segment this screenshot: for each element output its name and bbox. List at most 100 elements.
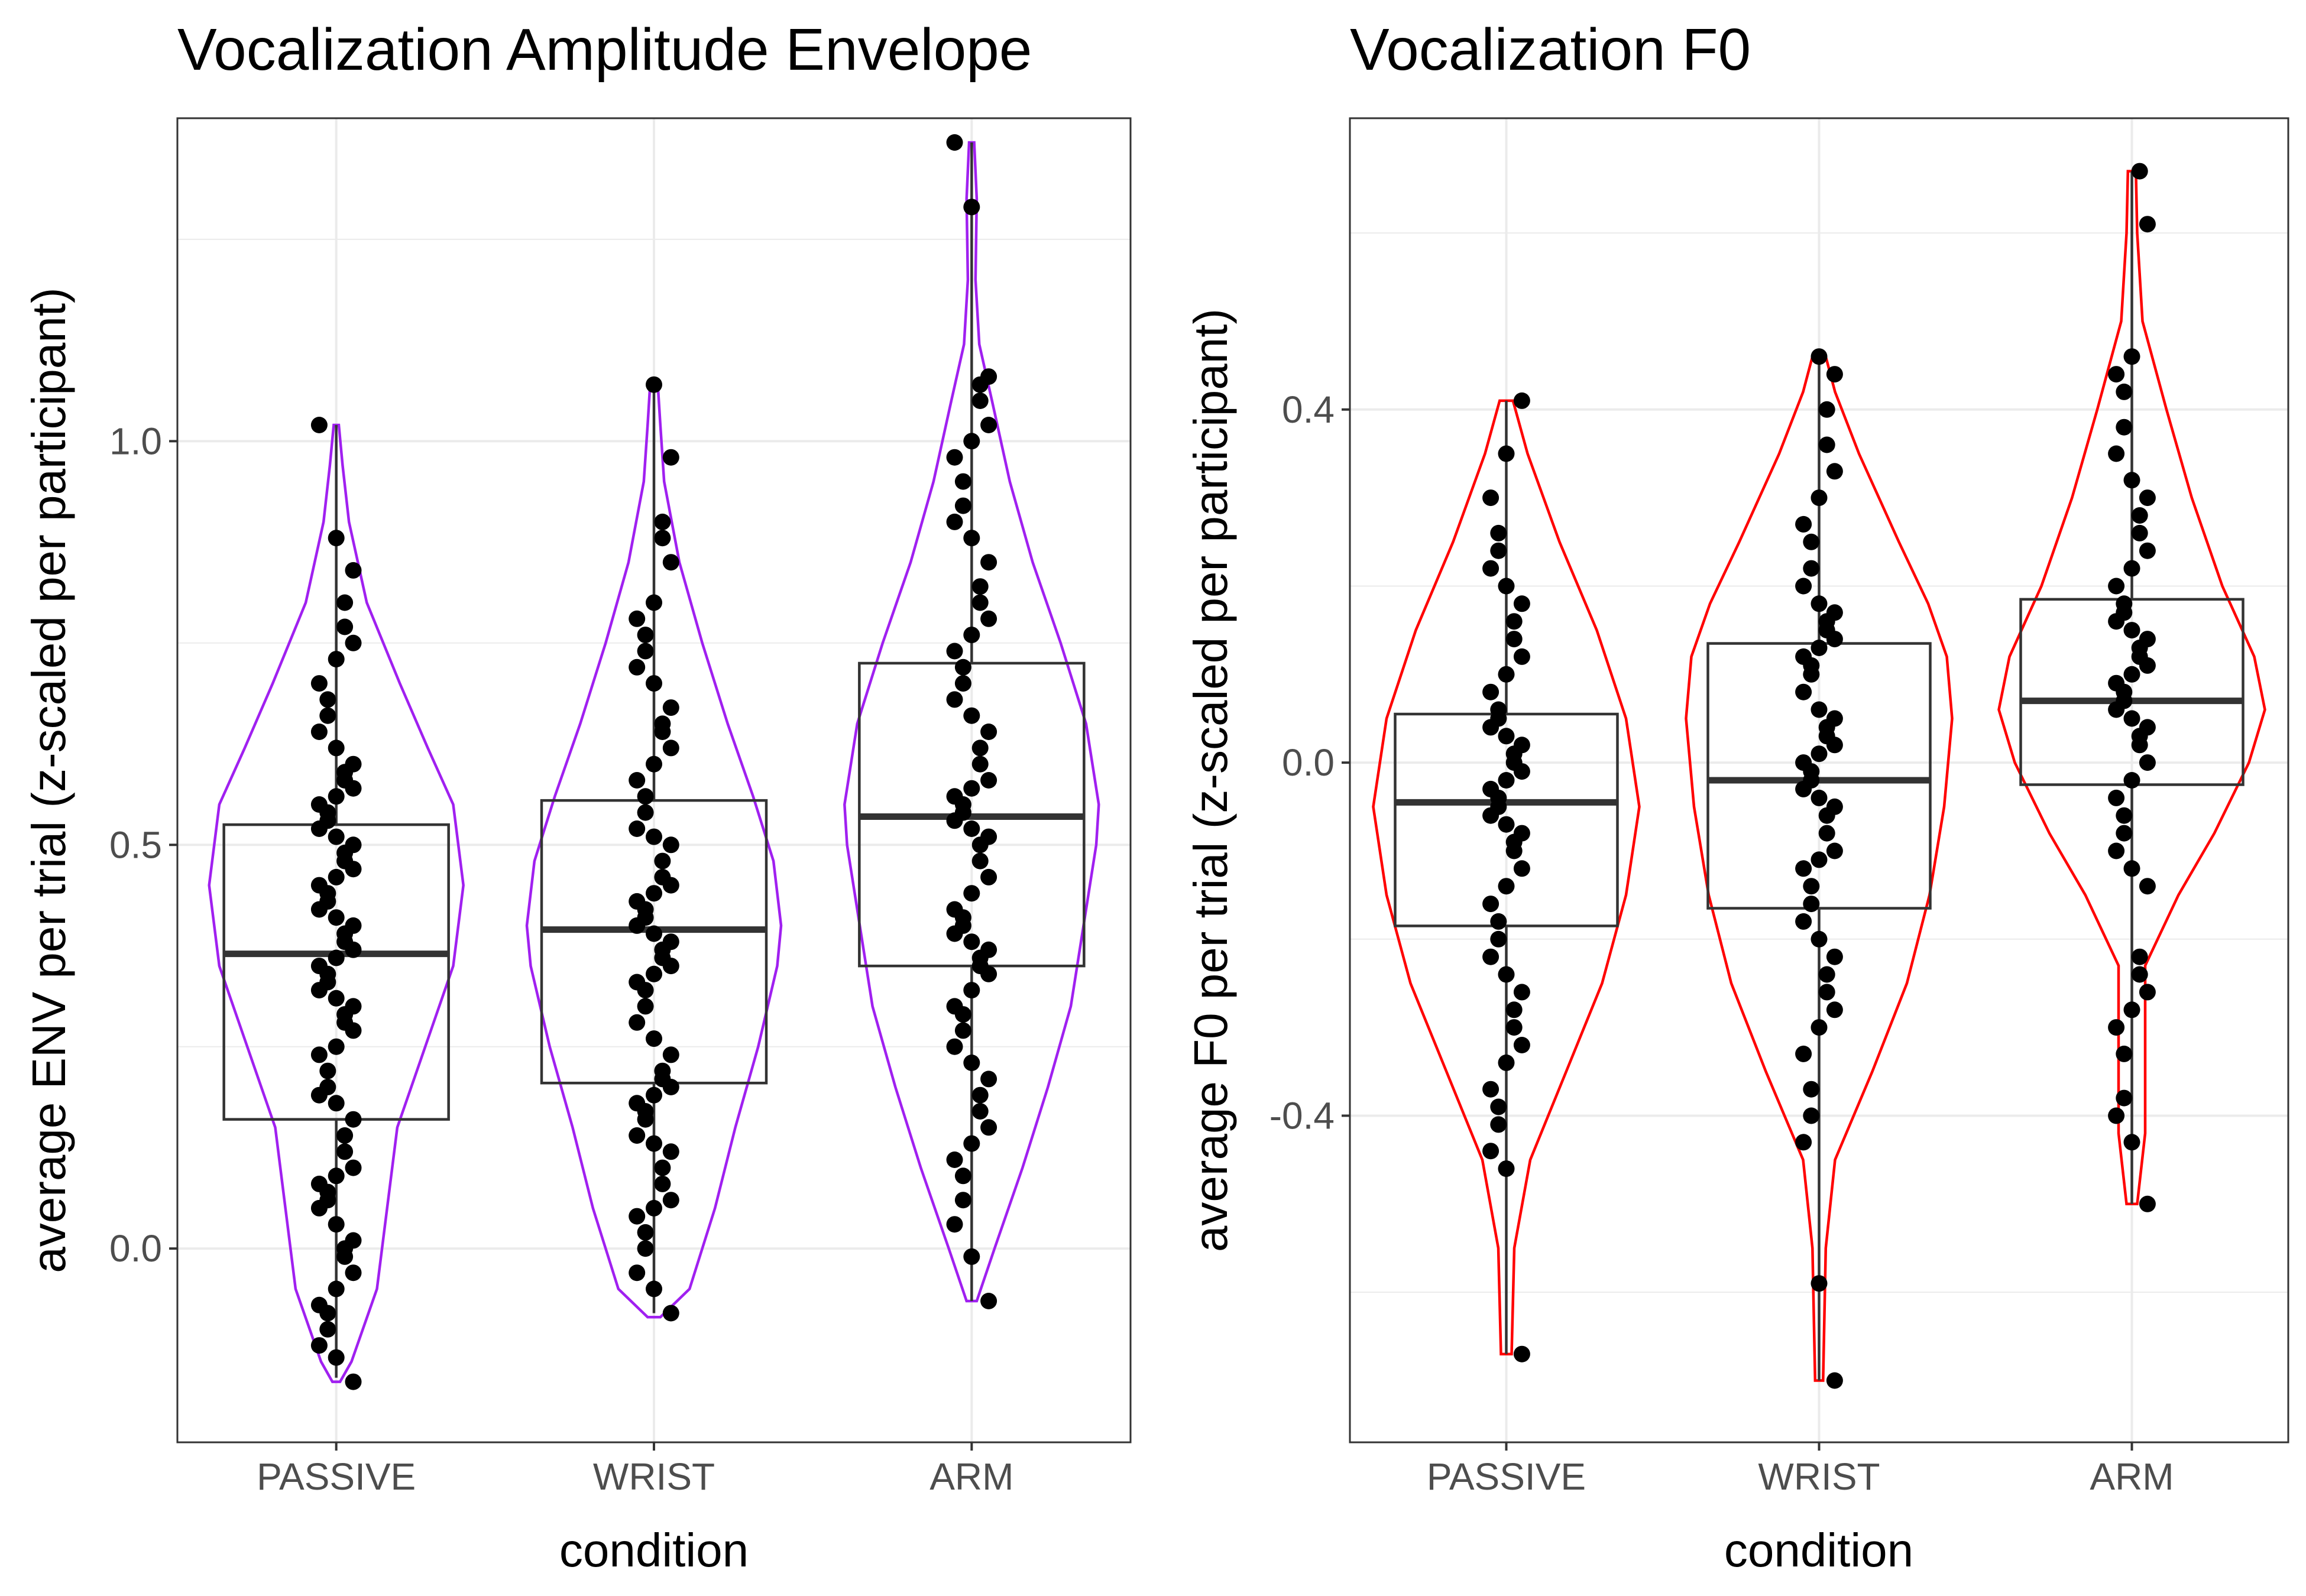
data-point: [980, 554, 997, 571]
data-point: [345, 1232, 362, 1249]
data-point: [980, 828, 997, 845]
data-point: [1795, 1134, 1812, 1151]
boxplot-passive: [1394, 400, 1619, 1354]
x-axis-ticks: PASSIVE WRIST ARM: [257, 1442, 1013, 1498]
data-point: [1795, 913, 1812, 930]
data-point: [1803, 1107, 1820, 1124]
x-tick-label: PASSIVE: [257, 1455, 416, 1498]
data-point: [654, 1175, 671, 1192]
data-point: [646, 675, 662, 692]
x-tick-label: ARM: [929, 1455, 1013, 1498]
data-point: [954, 658, 971, 676]
data-point: [336, 594, 354, 611]
y-axis-title: average ENV per trial (z-scaled per part…: [22, 287, 75, 1273]
data-point: [963, 933, 980, 951]
x-axis-title: condition: [1724, 1524, 1913, 1576]
data-point: [2131, 507, 2148, 524]
data-point: [310, 1175, 328, 1192]
y-axis-ticks: 0.0 0.5 1.0: [109, 420, 177, 1270]
data-point: [662, 699, 679, 716]
data-point: [2123, 860, 2140, 877]
data-point: [2108, 366, 2125, 383]
data-point: [629, 974, 646, 991]
data-point: [1513, 737, 1530, 754]
points-wrist: [1795, 348, 1843, 1389]
violin-passive: [1372, 399, 1641, 1355]
data-point: [2116, 419, 2133, 436]
data-point: [1513, 392, 1530, 409]
violin-arm: [843, 141, 1100, 1303]
data-point: [980, 941, 997, 958]
data-point: [310, 417, 328, 433]
data-point: [328, 909, 345, 926]
data-point: [2139, 216, 2156, 233]
data-point: [980, 868, 997, 885]
data-point: [328, 1280, 345, 1297]
data-point: [2139, 542, 2156, 559]
data-point: [2108, 1107, 2125, 1124]
chart-title: Vocalization Amplitude Envelope: [177, 17, 1032, 83]
data-point: [1513, 860, 1530, 877]
data-point: [662, 739, 679, 757]
data-point: [954, 1022, 971, 1039]
data-point: [1826, 842, 1843, 859]
data-point: [662, 1046, 679, 1063]
data-point: [646, 1280, 662, 1297]
data-point: [963, 1135, 980, 1152]
data-point: [971, 1103, 989, 1120]
data-point: [963, 707, 980, 724]
data-point: [662, 449, 679, 466]
data-point: [1490, 701, 1507, 718]
data-point: [1811, 640, 1828, 656]
data-point: [1826, 1372, 1843, 1389]
data-point: [2108, 445, 2125, 462]
data-point: [2108, 674, 2125, 692]
data-point: [1795, 860, 1812, 877]
data-point: [1498, 728, 1515, 745]
data-point: [1803, 533, 1820, 550]
data-point: [662, 836, 679, 854]
data-point: [946, 1151, 963, 1168]
data-point: [1513, 984, 1530, 1001]
data-point: [1826, 710, 1843, 727]
box: [222, 823, 450, 1121]
data-point: [1498, 666, 1515, 683]
data-point: [946, 134, 963, 151]
data-point: [310, 958, 328, 975]
data-point: [654, 1159, 671, 1176]
data-point: [1498, 1160, 1515, 1177]
x-axis-title: condition: [559, 1524, 749, 1576]
data-point: [328, 1038, 345, 1055]
data-point: [1482, 896, 1499, 913]
data-point: [328, 828, 345, 845]
data-point: [646, 1030, 662, 1047]
data-point: [971, 392, 989, 409]
data-point: [654, 868, 671, 885]
data-point: [1818, 436, 1835, 453]
data-point: [1818, 825, 1835, 842]
x-tick-label: WRIST: [593, 1455, 715, 1498]
data-point: [980, 772, 997, 789]
data-point: [1811, 595, 1828, 612]
data-point: [310, 1296, 328, 1313]
data-point: [637, 1224, 654, 1241]
y-tick-label: 0.0: [1282, 741, 1335, 784]
data-point: [963, 433, 980, 450]
data-point: [629, 658, 646, 676]
data-point: [2116, 595, 2133, 612]
data-point: [954, 473, 971, 490]
boxplot-arm: [858, 142, 1086, 1301]
data-point: [1818, 984, 1835, 1001]
data-point: [1818, 966, 1835, 983]
data-point: [946, 691, 963, 708]
data-point: [328, 949, 345, 966]
data-point: [971, 755, 989, 773]
data-point: [1811, 489, 1828, 507]
data-point: [971, 594, 989, 611]
data-point: [2123, 560, 2140, 577]
data-point: [946, 513, 963, 530]
data-point: [954, 1167, 971, 1185]
data-point: [946, 901, 963, 918]
data-point: [1482, 948, 1499, 965]
